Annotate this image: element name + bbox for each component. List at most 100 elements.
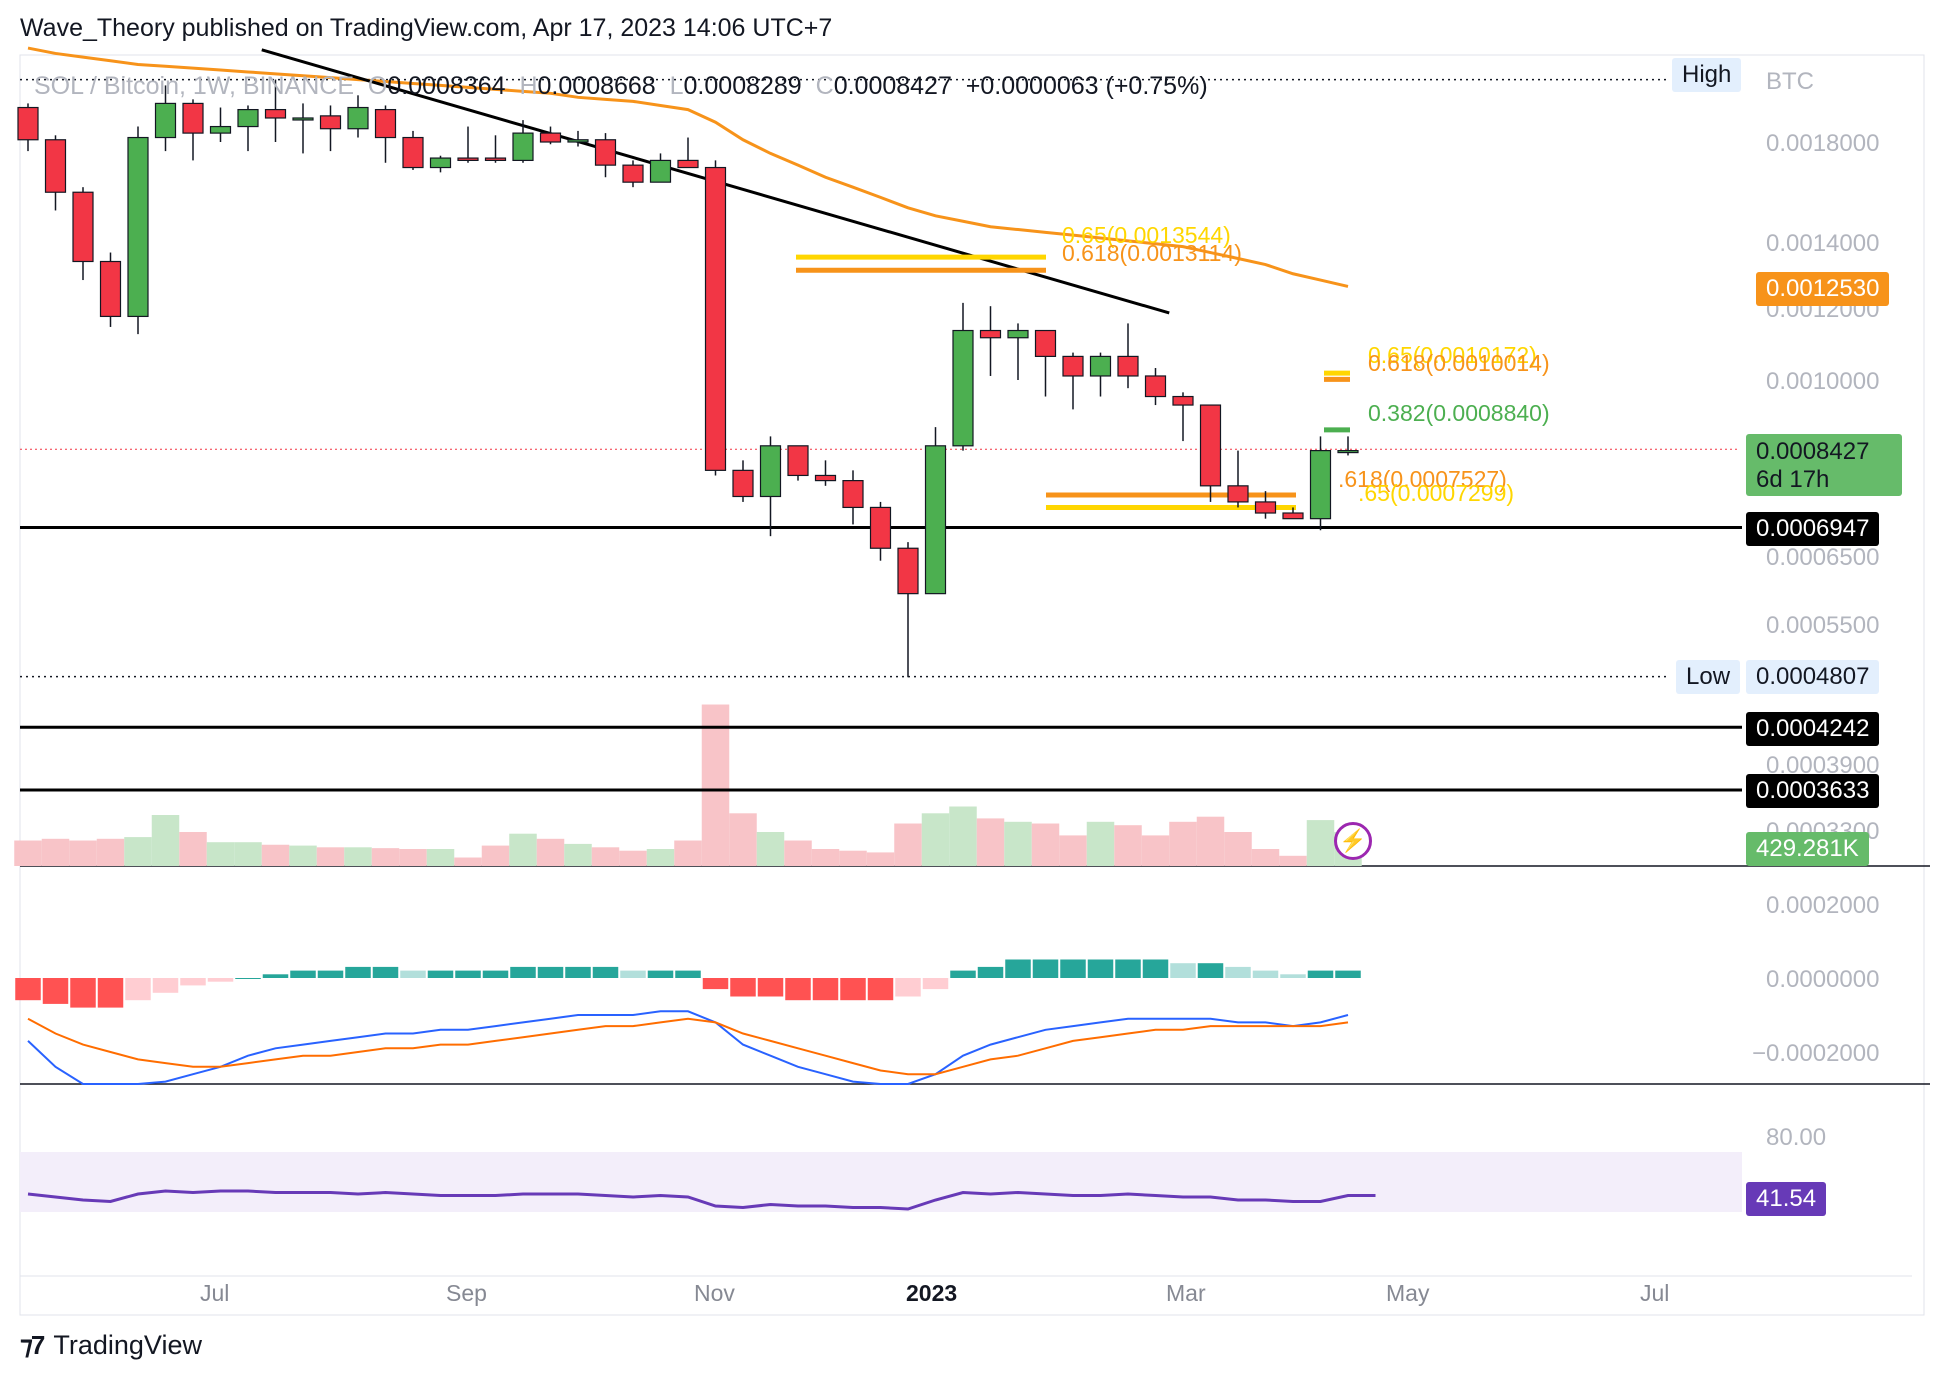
brand-name: TradingView bbox=[53, 1330, 202, 1360]
volume-bar bbox=[399, 849, 427, 866]
macd-histogram-bar bbox=[1280, 974, 1306, 978]
tradingview-logo[interactable]: ⁊7 TradingView bbox=[20, 1330, 202, 1361]
macd-histogram-bar bbox=[730, 978, 756, 997]
candle-body bbox=[649, 159, 672, 183]
volume-bar bbox=[1279, 855, 1307, 866]
time-tick: Mar bbox=[1166, 1280, 1206, 1306]
candle-body bbox=[429, 157, 452, 169]
price-tick: 0.0006500 bbox=[1766, 544, 1880, 571]
candle-body bbox=[402, 136, 424, 169]
candle-body bbox=[127, 136, 149, 318]
candle-body bbox=[1282, 512, 1304, 520]
volume-bar bbox=[96, 838, 125, 866]
macd-histogram-bar bbox=[840, 978, 866, 1001]
candle-body bbox=[1034, 329, 1057, 358]
volume-bar bbox=[949, 806, 977, 866]
candle-body bbox=[897, 547, 919, 595]
candle-body bbox=[182, 102, 204, 134]
symbol-label[interactable]: SOL / Bitcoin, 1W, BINANCE bbox=[34, 72, 355, 100]
macd-histogram-bar bbox=[125, 978, 151, 1001]
low-marker-value: 0.0004807 bbox=[1746, 660, 1880, 694]
macd-histogram-bar bbox=[812, 978, 839, 1001]
macd-histogram-bar bbox=[675, 970, 701, 978]
candle-body bbox=[924, 445, 947, 595]
volume-bar bbox=[481, 845, 510, 866]
macd-histogram-bar bbox=[867, 978, 894, 1001]
lightning-icon[interactable]: ⚡ bbox=[1334, 822, 1372, 860]
macd-histogram-bar bbox=[1087, 959, 1114, 978]
open-value: 0.0008364 bbox=[387, 72, 506, 100]
volume-bar bbox=[1004, 821, 1032, 866]
volume-bar bbox=[536, 838, 565, 866]
candle-body bbox=[1007, 329, 1029, 339]
rsi-line bbox=[27, 1189, 1376, 1211]
candle-body bbox=[512, 132, 534, 162]
volume-bar bbox=[921, 813, 950, 866]
fib-label: .65(0.0007299) bbox=[1358, 480, 1515, 506]
volume-bar bbox=[976, 818, 1005, 866]
macd-histogram-bar bbox=[1060, 959, 1086, 978]
candle-body bbox=[539, 132, 562, 143]
ema-price-tag: 0.0012530 bbox=[1756, 272, 1890, 306]
macd-histogram-bar bbox=[757, 978, 784, 997]
fib-label: 0.618(0.0010014) bbox=[1368, 350, 1550, 376]
currency-label: BTC bbox=[1766, 68, 1814, 95]
rsi-band bbox=[20, 1152, 1742, 1212]
candle-body bbox=[594, 139, 617, 166]
macd-tick: −0.0002000 bbox=[1752, 1040, 1880, 1067]
volume-bar bbox=[591, 847, 620, 866]
published-caption: Wave_Theory published on TradingView.com… bbox=[20, 14, 833, 42]
macd-tick: 0.0000000 bbox=[1766, 966, 1880, 993]
volume-bar bbox=[1141, 835, 1170, 866]
candle-body bbox=[72, 191, 94, 263]
macd-histogram-bar bbox=[1005, 959, 1031, 978]
signal-line bbox=[27, 1017, 1349, 1076]
volume-value-tag: 429.281K bbox=[1746, 832, 1869, 866]
candle-body bbox=[237, 108, 259, 128]
macd-histogram-bar bbox=[537, 966, 564, 978]
volume-bar bbox=[894, 823, 922, 866]
macd-histogram-bar bbox=[1142, 959, 1169, 978]
candle-body bbox=[1172, 395, 1194, 406]
volume-bar bbox=[701, 704, 730, 866]
candle-body bbox=[1199, 404, 1222, 487]
macd-histogram-bar bbox=[70, 978, 96, 1008]
fib-label: 0.65(0.0013544) bbox=[1062, 222, 1231, 248]
macd-histogram-bar bbox=[895, 978, 921, 997]
current-price-tag: 0.0008427 6d 17h bbox=[1746, 434, 1902, 496]
candle-body bbox=[17, 106, 39, 141]
candle-body bbox=[1117, 355, 1139, 377]
macd-histogram-bar bbox=[152, 978, 179, 993]
ema-line bbox=[27, 46, 1349, 288]
volume-bar bbox=[316, 847, 345, 866]
macd-histogram-bar bbox=[15, 978, 41, 1001]
macd-line bbox=[27, 1010, 1349, 1085]
macd-histogram-bar bbox=[345, 966, 371, 978]
ohlc-legend: SOL / Bitcoin, 1W, BINANCE O0.0008364 H0… bbox=[34, 72, 1208, 101]
open-label: O bbox=[367, 72, 388, 100]
low-marker-label: Low bbox=[1676, 660, 1741, 694]
macd-histogram-bar bbox=[922, 978, 949, 990]
macd-histogram-bar bbox=[207, 978, 234, 982]
candle-body bbox=[759, 445, 782, 498]
candle-body bbox=[787, 445, 809, 477]
close-label: C bbox=[815, 72, 834, 100]
high-marker-label: High bbox=[1672, 58, 1742, 92]
volume-bar bbox=[1031, 823, 1060, 866]
candle-body bbox=[952, 329, 974, 447]
macd-tick: 0.0002000 bbox=[1766, 892, 1880, 919]
macd-histogram-bar bbox=[620, 970, 646, 978]
candle-body bbox=[347, 106, 369, 130]
macd-histogram-bar bbox=[565, 966, 591, 978]
candle-body bbox=[1062, 355, 1084, 377]
rsi-value-tag: 41.54 bbox=[1746, 1182, 1827, 1216]
volume-bar bbox=[811, 849, 840, 866]
volume-bar bbox=[1196, 816, 1225, 866]
volume-bar bbox=[1114, 825, 1142, 866]
candle-body bbox=[979, 329, 1002, 339]
macd-histogram-bar bbox=[427, 970, 454, 978]
volume-bar bbox=[1224, 832, 1252, 866]
support-level-tag: 0.0003633 bbox=[1746, 774, 1880, 808]
high-value: 0.0008668 bbox=[537, 72, 656, 100]
